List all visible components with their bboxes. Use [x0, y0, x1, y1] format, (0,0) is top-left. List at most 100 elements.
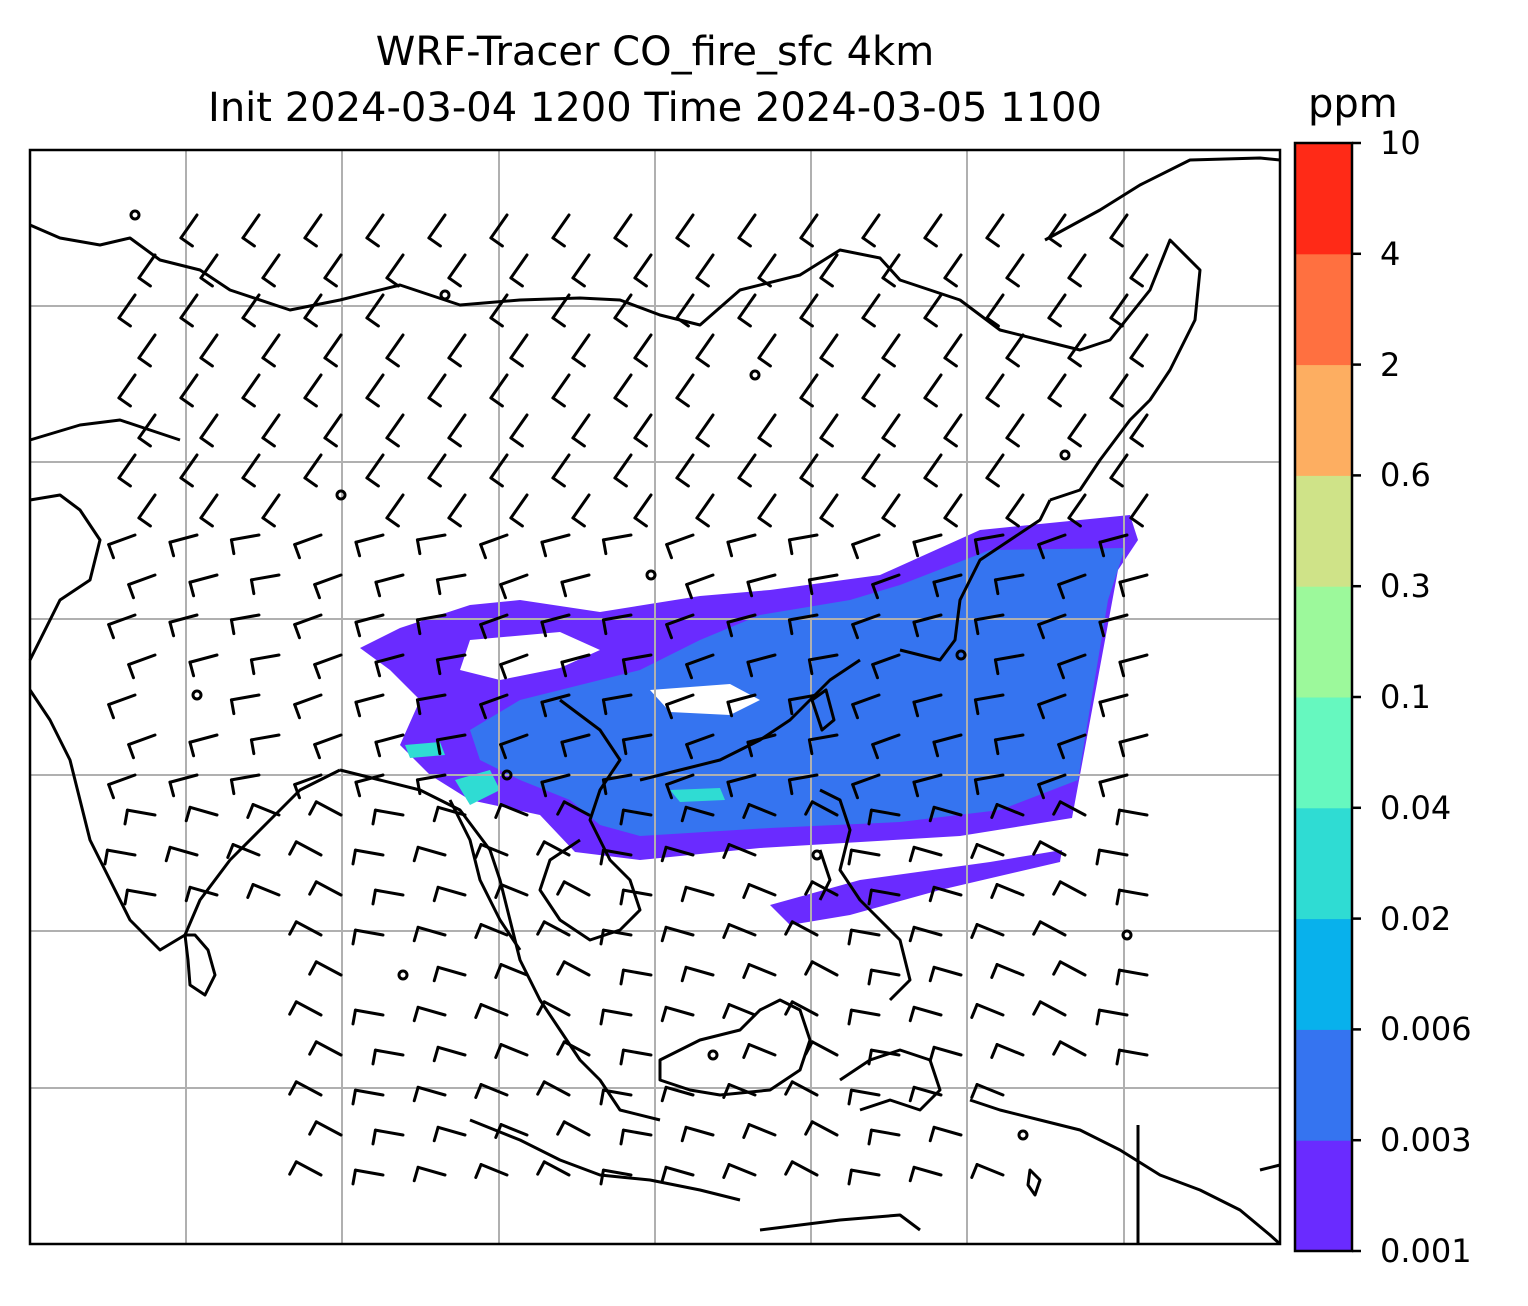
wind-barb — [665, 693, 695, 720]
wind-barb — [365, 213, 385, 248]
wind-barb — [415, 613, 447, 636]
wind-barb — [509, 253, 529, 288]
wind-barb — [288, 1160, 323, 1177]
wind-barb — [371, 1128, 405, 1146]
wind-barb — [551, 373, 571, 408]
wind-barb — [867, 808, 901, 826]
wind-barb — [313, 733, 343, 760]
wind-barb — [246, 803, 281, 819]
wind-barb — [908, 1165, 943, 1183]
wind-barb — [494, 1043, 529, 1059]
wind-barb — [680, 965, 715, 983]
wind-barb — [351, 848, 385, 866]
wind-barb — [804, 880, 839, 897]
wind-barb — [811, 849, 823, 861]
wind-barb — [619, 968, 653, 986]
wind-barb — [1032, 920, 1067, 937]
wind-barb — [540, 773, 571, 798]
wind-barb — [928, 885, 963, 903]
wind-barb — [303, 293, 323, 328]
wind-barb — [323, 333, 343, 368]
wind-barb — [943, 413, 963, 448]
wind-barb — [757, 333, 777, 368]
plume-low-strip — [770, 850, 1062, 925]
wind-barb — [680, 1125, 715, 1143]
wind-barb — [787, 533, 819, 556]
wind-barb — [613, 453, 633, 488]
wind-barb — [474, 923, 509, 939]
wind-barb — [847, 1088, 881, 1106]
wind-barb — [973, 773, 1005, 796]
wind-barb — [117, 453, 137, 488]
wind-barb — [784, 920, 819, 937]
wind-barb — [479, 613, 509, 640]
wind-barb — [351, 1088, 385, 1106]
wind-barb — [241, 293, 261, 328]
chart-title-line-1: WRF-Tracer CO_fire_sfc 4km — [375, 29, 935, 75]
colorbar-segment — [1295, 364, 1352, 476]
wind-barb — [127, 733, 157, 760]
wind-barb — [415, 693, 447, 716]
wind-barb — [633, 253, 653, 288]
wind-barb — [288, 1080, 323, 1097]
wind-barb — [749, 369, 761, 381]
colorbar-segment — [1295, 697, 1352, 809]
wind-barb — [757, 493, 777, 528]
wind-barb — [1017, 1129, 1029, 1141]
wind-barb — [1115, 808, 1149, 826]
wind-barb — [385, 413, 405, 448]
wind-barb — [123, 888, 157, 906]
wind-barb — [633, 493, 653, 528]
wind-barb — [923, 373, 943, 408]
colorbar-tick-label: 2 — [1380, 345, 1401, 384]
wind-barb — [435, 653, 467, 676]
wind-barb — [685, 573, 715, 600]
wind-barb — [474, 1003, 509, 1019]
wind-barb — [412, 845, 447, 863]
wind-barb — [645, 569, 657, 581]
wind-barb — [447, 493, 467, 528]
wind-barb — [722, 843, 757, 859]
wind-barb — [308, 800, 343, 817]
wind-barb — [123, 808, 157, 826]
colorbar-segment — [1295, 143, 1352, 255]
wind-barb — [707, 1049, 719, 1061]
wind-barb — [499, 733, 529, 760]
wind-barb — [385, 333, 405, 368]
wind-barb — [1067, 493, 1087, 528]
wind-barb — [726, 613, 757, 638]
wind-barb — [494, 883, 529, 899]
wind-barb — [993, 733, 1025, 756]
wind-barb — [993, 653, 1025, 676]
wind-barb — [990, 803, 1025, 819]
wind-barb — [288, 1000, 323, 1017]
wind-barb — [908, 1005, 943, 1023]
wind-barb — [129, 209, 141, 221]
wind-barb — [229, 533, 261, 556]
wind-barb — [494, 963, 529, 979]
colorbar-segment — [1295, 253, 1352, 366]
plume-gap-1 — [460, 632, 600, 680]
wind-barb — [804, 1040, 839, 1057]
wind-barb — [288, 840, 323, 857]
wind-barb — [990, 1043, 1025, 1059]
wind-barb — [179, 293, 199, 328]
wind-barb — [993, 573, 1025, 596]
wind-barb — [412, 1165, 447, 1183]
wind-barb — [474, 843, 509, 859]
wind-barb — [599, 1008, 633, 1026]
wind-barb — [1037, 693, 1067, 720]
wind-barb — [127, 573, 157, 600]
wind-barb — [432, 1045, 467, 1063]
wind-barb — [737, 453, 757, 488]
wind-barb — [601, 533, 633, 556]
wind-barb — [499, 653, 529, 680]
wind-barb — [1098, 773, 1129, 798]
wind-barb — [313, 573, 343, 600]
wind-barb — [293, 533, 323, 560]
wind-barb — [1098, 533, 1129, 558]
wind-barb — [432, 965, 467, 983]
wind-barb — [908, 845, 943, 863]
wind-barb — [308, 960, 343, 977]
wind-barb — [871, 733, 901, 760]
